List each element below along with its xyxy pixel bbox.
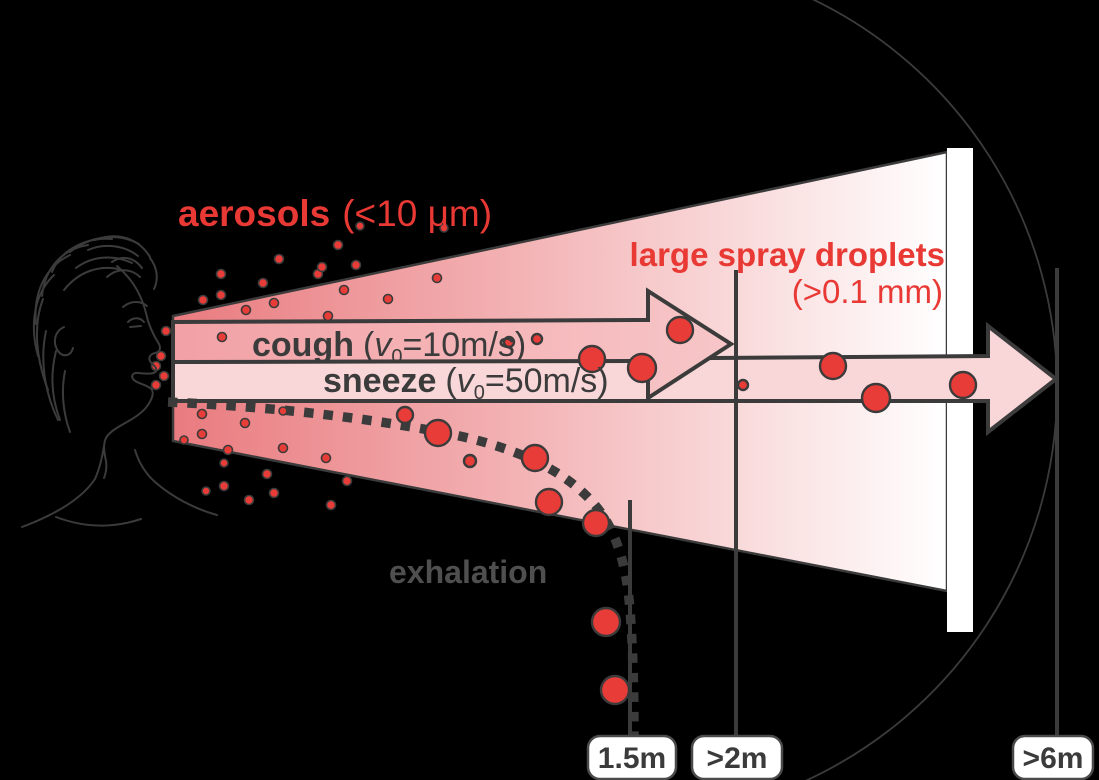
droplet bbox=[818, 351, 848, 381]
marker-label: 1.5m bbox=[598, 742, 666, 775]
aerosol-dot bbox=[215, 289, 227, 301]
droplet-falling bbox=[590, 606, 622, 638]
aerosol-dot bbox=[338, 284, 350, 296]
droplet bbox=[736, 378, 750, 392]
aerosol-dot bbox=[431, 272, 443, 284]
aerosol-dot bbox=[240, 304, 252, 316]
person-sketch bbox=[21, 235, 218, 528]
droplet bbox=[665, 315, 695, 345]
marker-6m: >6m bbox=[1011, 734, 1095, 780]
sneeze-arrow bbox=[171, 321, 1060, 437]
shoulder-line bbox=[134, 449, 218, 516]
neck-chest-line bbox=[21, 445, 105, 528]
marker-box bbox=[1011, 734, 1095, 780]
aerosol-dot bbox=[355, 221, 365, 231]
marker-box bbox=[586, 734, 678, 780]
ear bbox=[53, 326, 74, 357]
droplet-falling bbox=[423, 418, 453, 448]
aerosol-dot bbox=[218, 480, 230, 492]
marker-label: >2m bbox=[707, 742, 768, 775]
droplet bbox=[502, 335, 516, 349]
droplet-falling bbox=[581, 508, 611, 538]
aerosol-dot bbox=[179, 435, 189, 445]
hair-stroke bbox=[87, 244, 139, 257]
aerosol-dot bbox=[268, 487, 280, 499]
droplet bbox=[948, 370, 978, 400]
hair-stroke bbox=[42, 330, 59, 421]
aerosol-dot bbox=[197, 294, 209, 306]
aerosol-dot bbox=[158, 370, 170, 382]
cough-arrow bbox=[171, 287, 735, 402]
exhalation-curve bbox=[167, 397, 639, 737]
aerosol-dot bbox=[382, 293, 394, 305]
aerosol-dot bbox=[273, 253, 285, 265]
aerosol-dot bbox=[257, 277, 269, 289]
aerosol-dot bbox=[320, 452, 332, 464]
hair-stroke bbox=[63, 266, 123, 291]
marker-1-5m: 1.5m bbox=[586, 734, 678, 780]
aerosol-dot bbox=[150, 379, 162, 391]
collar-line bbox=[55, 516, 142, 527]
hair-stroke bbox=[111, 256, 143, 269]
large-droplets-label: large spray droplets bbox=[630, 236, 945, 273]
droplet-falling bbox=[599, 674, 631, 706]
distance-markers: 1.5m >2m >6m bbox=[586, 734, 1095, 780]
aerosol-dot bbox=[215, 268, 227, 280]
large-droplets-sublabel: (>0.1 mm) bbox=[792, 273, 943, 310]
aerosol-dot bbox=[268, 297, 280, 309]
droplet bbox=[577, 344, 607, 374]
hair-stroke bbox=[32, 274, 55, 357]
exhalation-label: exhalation bbox=[389, 554, 547, 590]
aerosol-dot bbox=[439, 223, 449, 233]
aerosol-dot bbox=[196, 428, 208, 440]
aerosol-dot bbox=[160, 325, 172, 337]
aerosol-dot bbox=[196, 408, 208, 420]
aerosol-dot bbox=[322, 310, 334, 322]
eye bbox=[127, 317, 145, 328]
aerosol-dot bbox=[243, 494, 255, 506]
aerosol-dot bbox=[341, 475, 353, 487]
face-profile bbox=[103, 265, 161, 479]
aerosol-dot bbox=[332, 239, 344, 251]
aerosol-dot bbox=[350, 259, 362, 271]
aerosol-dot bbox=[316, 261, 328, 273]
hair-stroke bbox=[61, 370, 71, 433]
aerosols-label: aerosols (<10 μm) bbox=[178, 193, 492, 234]
marker-box bbox=[690, 734, 784, 780]
aerosol-dot bbox=[261, 468, 273, 480]
aerosol-dot bbox=[277, 442, 289, 454]
droplet-falling bbox=[534, 487, 564, 517]
droplet-falling bbox=[520, 443, 550, 473]
marker-label: >6m bbox=[1023, 742, 1084, 775]
droplet bbox=[626, 352, 658, 384]
droplet bbox=[860, 382, 892, 414]
cough-label: cough (v0=10m/s) bbox=[252, 326, 526, 368]
aerosol-dot bbox=[216, 331, 228, 343]
droplet bbox=[530, 332, 544, 346]
aerosol-dot bbox=[222, 444, 234, 456]
hair-stroke bbox=[51, 350, 61, 421]
aerosol-dot bbox=[201, 486, 211, 496]
hair-stroke bbox=[149, 257, 158, 290]
marker-2m: >2m bbox=[690, 734, 784, 780]
hair-stroke bbox=[106, 269, 141, 278]
spray-droplets bbox=[395, 315, 978, 706]
aerosol-dot bbox=[239, 417, 251, 429]
eyebrow bbox=[122, 301, 148, 308]
hair-stroke bbox=[75, 256, 133, 269]
aerosol-dot bbox=[155, 350, 167, 362]
aerosol-dot bbox=[219, 458, 229, 468]
sneeze-label: sneeze (v0=50m/s) bbox=[323, 362, 609, 404]
aerosol-dot bbox=[278, 406, 288, 416]
droplet-falling bbox=[462, 453, 478, 469]
droplet-falling bbox=[395, 405, 415, 425]
aerosol-dots bbox=[150, 221, 449, 511]
aerosol-dot bbox=[325, 499, 337, 511]
